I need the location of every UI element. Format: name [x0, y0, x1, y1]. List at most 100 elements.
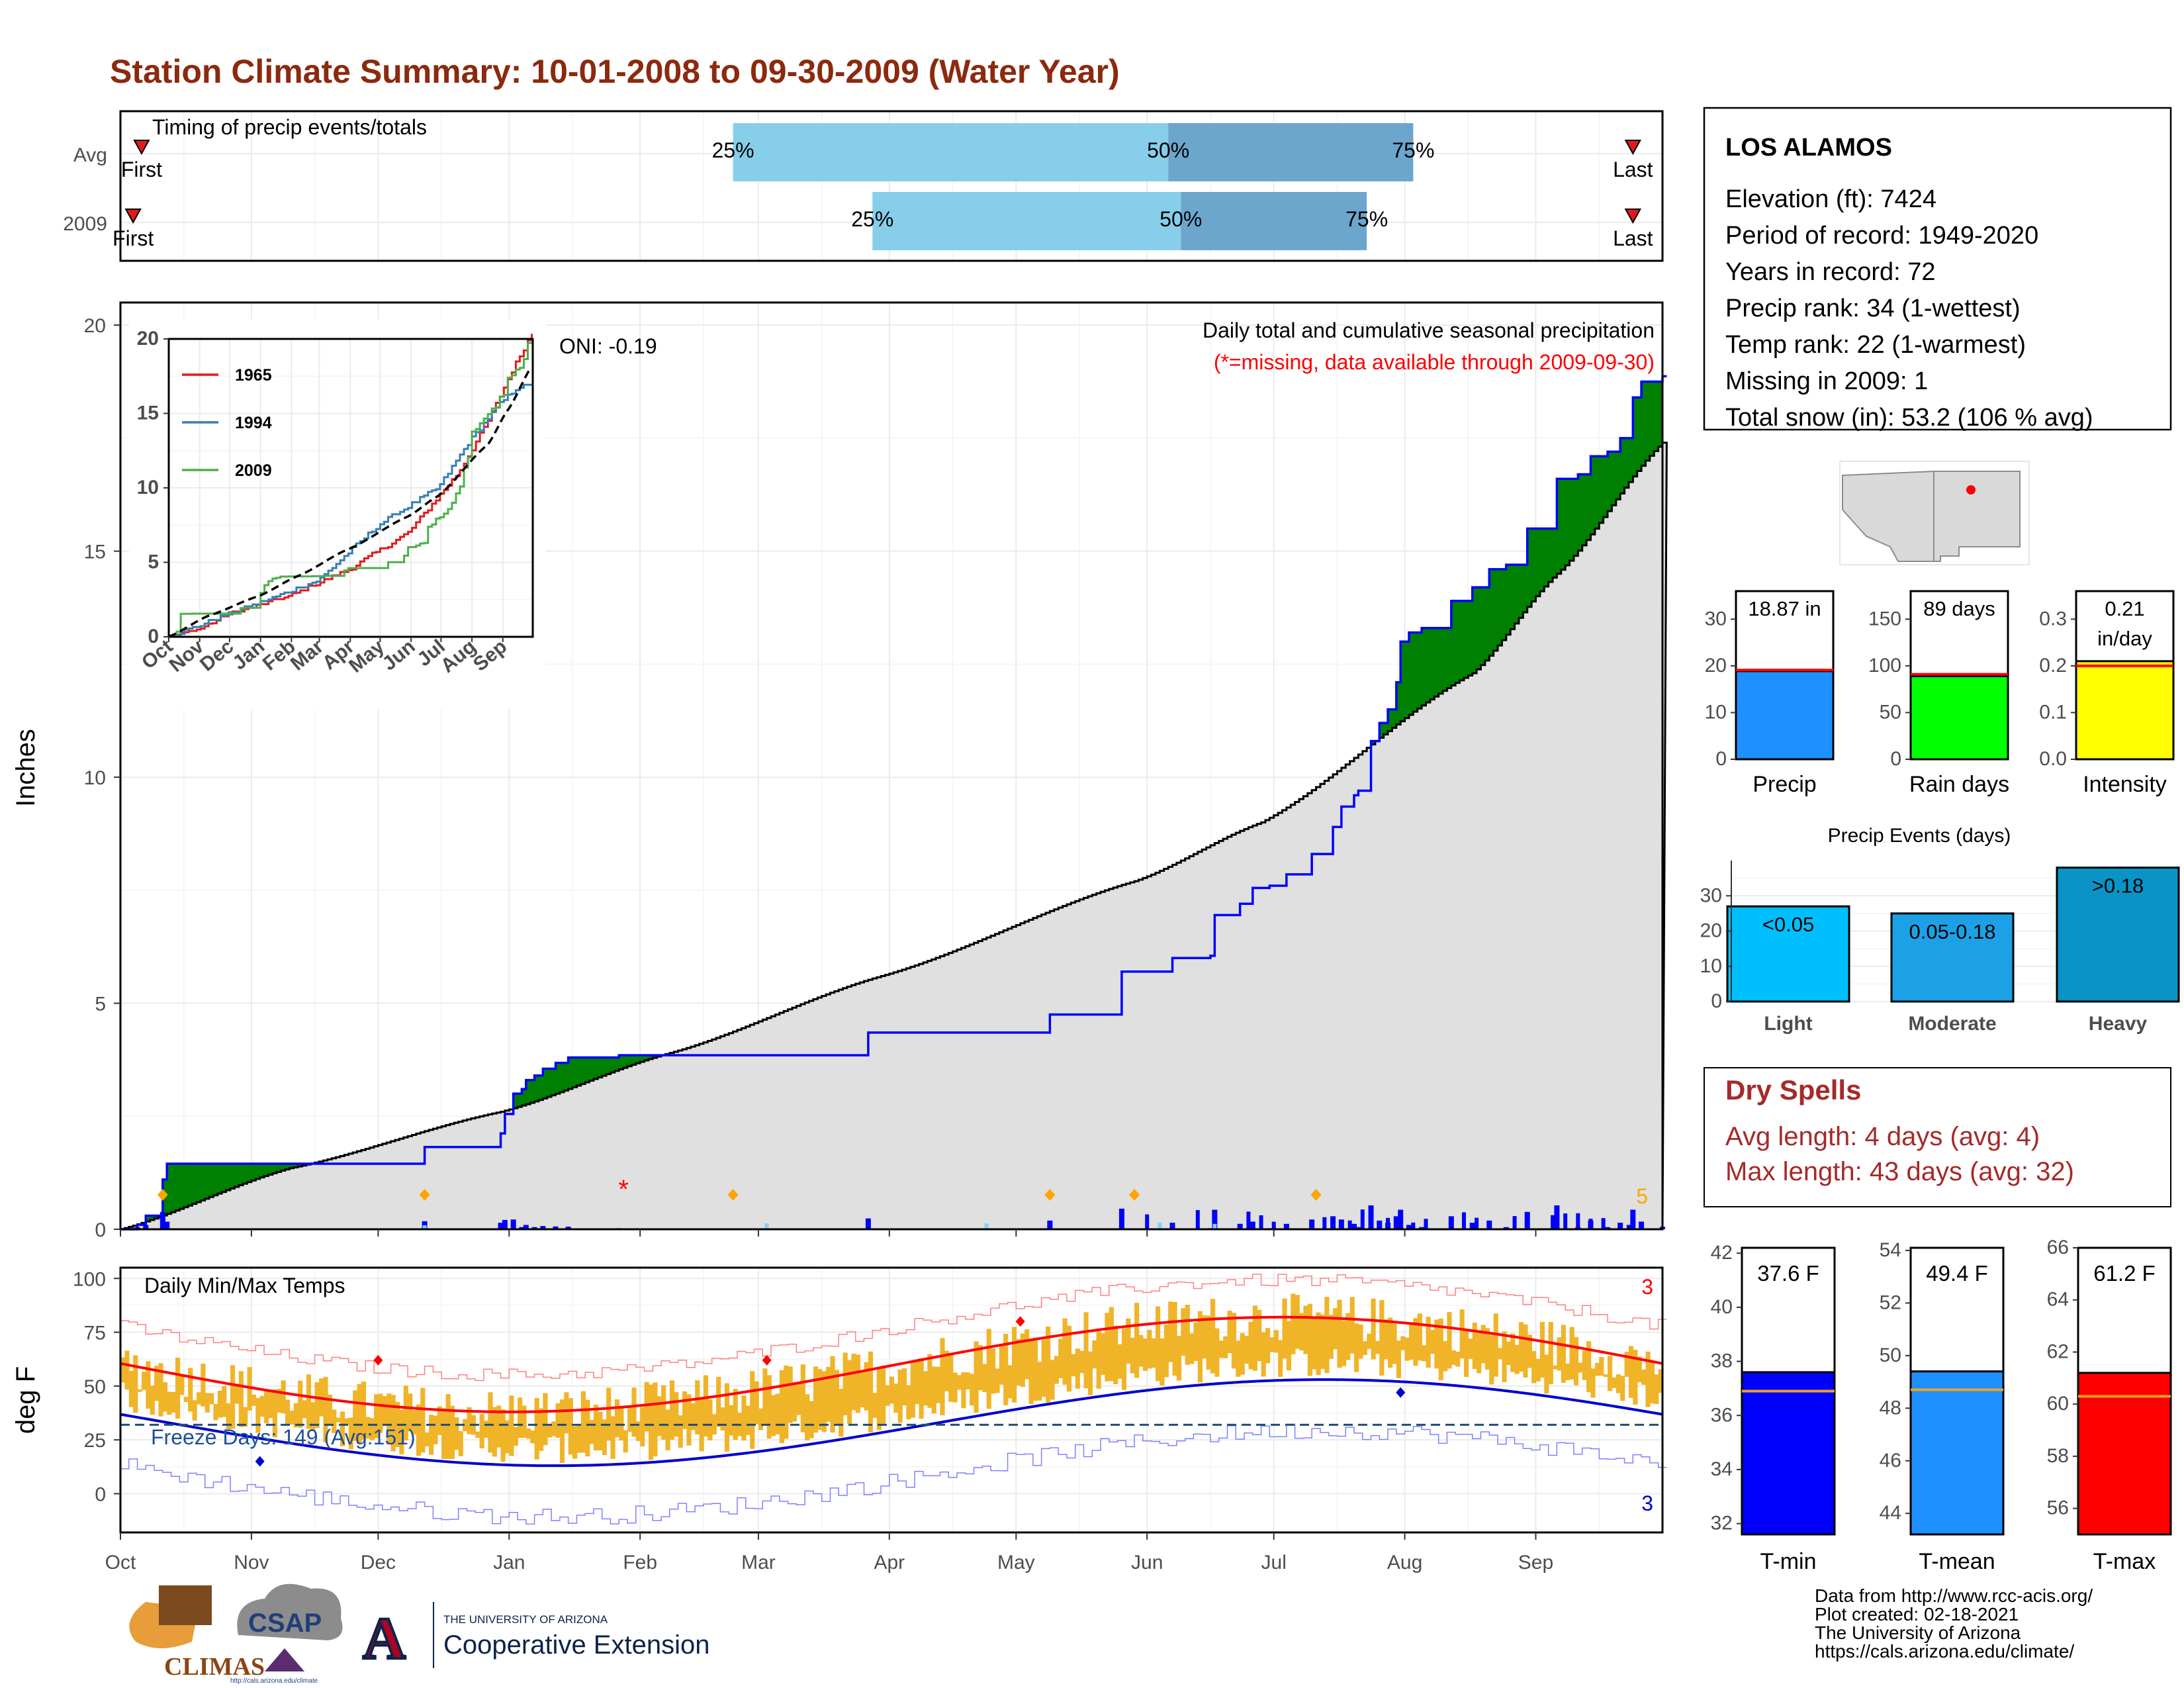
daily-temp-bar: [467, 1407, 472, 1434]
daily-temp-bar: [1472, 1323, 1477, 1370]
daily-temp-bar: [839, 1388, 844, 1437]
daily-temp-bar: [243, 1407, 248, 1427]
daily-temp-bar: [1392, 1323, 1397, 1364]
daily-temp-bar: [449, 1405, 455, 1460]
above-avg-fill: [576, 1057, 582, 1086]
daily-temp-bar: [1649, 1362, 1655, 1403]
daily-precip-bar: [1195, 1210, 1200, 1229]
daily-temp-bar: [1417, 1313, 1422, 1361]
daily-temp-bar: [1578, 1362, 1583, 1373]
daily-temp-bar: [919, 1358, 924, 1419]
daily-temp-bar: [1455, 1352, 1461, 1367]
daily-temp-bar: [167, 1391, 172, 1415]
daily-temp-bar: [1527, 1335, 1532, 1368]
record-min-line: [120, 1423, 1667, 1525]
daily-temp-bar: [162, 1382, 168, 1412]
daily-temp-bar: [703, 1375, 709, 1437]
daily-temp-bar: [348, 1417, 353, 1450]
above-avg-fill: [1413, 632, 1418, 712]
daily-temp-bar: [1307, 1303, 1312, 1376]
dry-spells-title: Dry Spells: [1725, 1074, 1861, 1105]
oni-label: ONI: -0.19: [559, 334, 657, 358]
daily-temp-bar: [1379, 1299, 1385, 1376]
record-max-line: [120, 1274, 1667, 1382]
daily-precip-bar: [1118, 1208, 1124, 1229]
above-avg-fill: [1510, 565, 1516, 630]
daily-temp-bar: [230, 1365, 236, 1429]
legend-label-1994: 1994: [235, 414, 272, 432]
daily-temp-bar: [1071, 1354, 1076, 1377]
daily-temp-bar: [999, 1344, 1004, 1385]
daily-temp-bar: [551, 1421, 557, 1436]
events-tick-label: 20: [1700, 920, 1722, 942]
timing-avg-p25-label: 25%: [712, 138, 754, 162]
temp-gauge-tick-label: 50: [1880, 1344, 1901, 1366]
above-avg-fill: [1434, 628, 1439, 697]
above-avg-fill: [1569, 479, 1574, 561]
daily-precip-bar: [1309, 1219, 1315, 1229]
above-avg-fill: [1493, 569, 1498, 651]
above-avg-fill: [589, 1057, 594, 1081]
daily-temp-bar: [247, 1367, 252, 1411]
daily-temp-bar: [1248, 1321, 1253, 1370]
daily-temp-bar: [1367, 1333, 1372, 1349]
daily-precip-bar: [1145, 1214, 1150, 1229]
daily-temp-bar: [378, 1393, 383, 1433]
daily-temp-bar: [906, 1385, 911, 1420]
daily-temp-bar: [463, 1419, 468, 1432]
above-avg-fill: [1553, 528, 1558, 578]
temp-gauge-tick-label: 46: [1880, 1450, 1901, 1472]
above-avg-fill: [1392, 709, 1397, 728]
daily-temp-bar: [1096, 1331, 1101, 1389]
daily-temp-bar: [1193, 1322, 1199, 1361]
csap-cloud: [237, 1583, 343, 1640]
daily-temp-bar: [995, 1368, 1000, 1393]
daily-temp-bar: [796, 1381, 801, 1415]
above-avg-fill: [1484, 587, 1490, 661]
above-avg-fill: [213, 1163, 218, 1196]
daily-temp-bar: [1565, 1363, 1570, 1380]
daily-temp-bar: [183, 1397, 189, 1403]
daily-temp-bar: [678, 1415, 683, 1448]
daily-temp-bar: [1493, 1313, 1498, 1377]
daily-temp-bar: [293, 1403, 298, 1428]
above-avg-fill: [1612, 451, 1617, 506]
daily-precip-bar: [1475, 1217, 1479, 1229]
daily-temp-bar: [1223, 1336, 1228, 1358]
footer-line-1: Data from http://www.rcc-acis.org/: [1815, 1585, 2093, 1606]
avg-cumulative-area: [120, 442, 1668, 1231]
above-avg-fill: [281, 1163, 286, 1171]
daily-temp-bar: [1459, 1309, 1465, 1358]
daily-temp-bar: [1291, 1293, 1296, 1354]
daily-temp-bar: [1506, 1341, 1511, 1366]
precip-y-tick-label: 20: [84, 315, 106, 337]
daily-precip-bar: [1169, 1223, 1175, 1229]
daily-temp-bar: [454, 1417, 459, 1450]
inset-y-tick-label: 10: [137, 477, 159, 498]
daily-temp-bar: [568, 1398, 573, 1455]
daily-temp-bar: [982, 1364, 987, 1393]
daily-temp-bar: [1573, 1336, 1579, 1385]
gauge-tick-label: 100: [1868, 655, 1901, 677]
daily-precip-bar: [553, 1226, 559, 1229]
daily-temp-bar: [336, 1417, 341, 1423]
above-avg-fill: [1603, 456, 1608, 518]
daily-temp-bar: [885, 1385, 890, 1406]
daily-temp-bar: [137, 1389, 142, 1392]
daily-temp-bar: [800, 1364, 805, 1432]
daily-temp-bar: [1189, 1333, 1195, 1364]
above-avg-fill: [1658, 381, 1663, 447]
daily-temp-bar: [897, 1369, 903, 1423]
daily-temp-bar: [872, 1393, 878, 1418]
daily-temp-bar: [750, 1371, 755, 1449]
record-marker: [373, 1354, 383, 1366]
temp-gauge-value-1: 49.4 F: [1926, 1261, 1988, 1286]
daily-temp-bar: [1594, 1362, 1600, 1376]
daily-temp-bar: [1396, 1340, 1402, 1378]
above-avg-fill: [171, 1163, 176, 1213]
daily-temp-bar: [504, 1420, 510, 1454]
inset-y-tick-label: 0: [148, 626, 159, 647]
daily-temp-bar: [255, 1397, 261, 1433]
daily-temp-bar: [851, 1353, 856, 1411]
timing-2009-last-marker: [1624, 209, 1642, 224]
